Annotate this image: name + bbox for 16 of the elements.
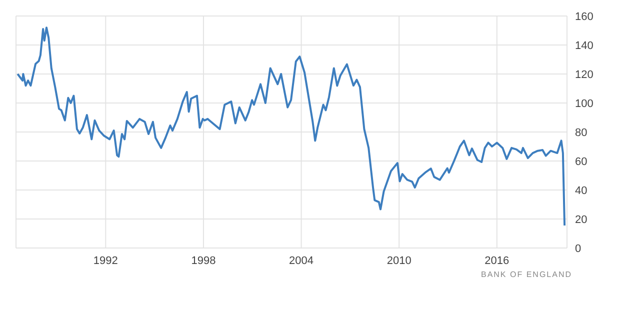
text: BANK OF ENGLAND [480, 270, 572, 279]
x-tick-label: 1998 [191, 254, 216, 267]
x-tick-label: 2016 [484, 254, 510, 267]
y-tick-label: 40 [575, 184, 588, 197]
y-tick-label: 80 [575, 126, 588, 139]
x-tick-label: 2004 [289, 254, 314, 267]
y-tick-label: 20 [575, 214, 588, 226]
y-tick-label: 60 [575, 156, 588, 168]
y-tick-label: 0 [575, 242, 582, 255]
y-tick-label: 140 [575, 40, 594, 52]
y-tick-label: 160 [575, 10, 594, 23]
y-tick-label: 120 [575, 68, 594, 81]
x-tick-label: 1992 [93, 254, 118, 267]
y-tick-label: 100 [575, 98, 594, 110]
line-series [16, 26, 566, 227]
x-tick-label: 2010 [386, 254, 412, 267]
